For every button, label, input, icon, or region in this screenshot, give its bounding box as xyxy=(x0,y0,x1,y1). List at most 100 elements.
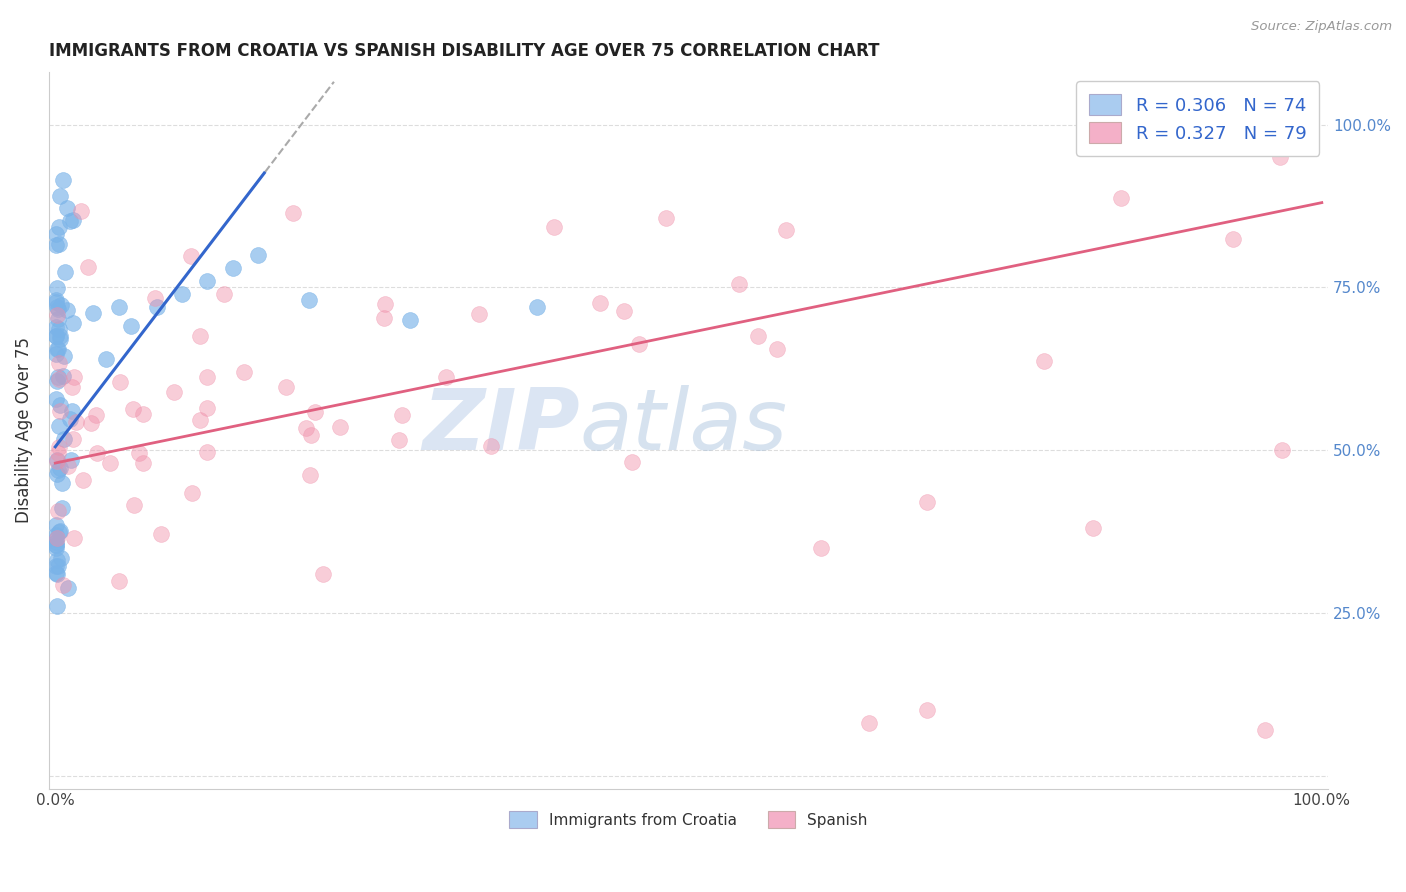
Point xyxy=(52,432,75,446)
Point xyxy=(49,298,72,312)
Point xyxy=(48,237,70,252)
Point xyxy=(1126,130,1149,145)
Point xyxy=(45,227,67,241)
Point xyxy=(48,525,70,540)
Point xyxy=(297,293,319,308)
Point xyxy=(1109,191,1132,205)
Point xyxy=(49,550,72,565)
Point xyxy=(621,455,644,469)
Point xyxy=(45,538,67,552)
Point xyxy=(120,319,142,334)
Point xyxy=(45,280,67,294)
Point xyxy=(45,320,67,334)
Point xyxy=(62,316,84,330)
Point xyxy=(45,541,67,556)
Point xyxy=(232,365,254,379)
Point xyxy=(655,211,678,226)
Point xyxy=(45,342,67,356)
Point xyxy=(479,438,502,452)
Point xyxy=(52,173,75,187)
Point xyxy=(373,311,395,326)
Point xyxy=(46,552,69,566)
Point xyxy=(1222,232,1244,246)
Point xyxy=(53,349,76,363)
Point xyxy=(45,566,67,581)
Point xyxy=(76,260,98,275)
Point xyxy=(45,528,67,542)
Point xyxy=(915,703,938,717)
Point xyxy=(163,384,186,399)
Point xyxy=(246,248,269,262)
Point xyxy=(60,403,83,417)
Point xyxy=(627,336,650,351)
Point xyxy=(56,459,79,474)
Point xyxy=(45,329,67,343)
Point xyxy=(49,524,72,539)
Point xyxy=(1254,723,1277,737)
Point xyxy=(1271,442,1294,457)
Point xyxy=(58,213,80,227)
Point xyxy=(48,356,70,370)
Point xyxy=(915,495,938,509)
Point xyxy=(49,189,72,203)
Point xyxy=(80,416,103,430)
Point xyxy=(107,574,129,588)
Point xyxy=(374,297,396,311)
Point xyxy=(45,309,67,323)
Point xyxy=(45,566,67,580)
Point xyxy=(132,456,155,470)
Point xyxy=(62,212,84,227)
Point xyxy=(48,372,70,386)
Point xyxy=(467,307,489,321)
Point xyxy=(312,566,335,581)
Point xyxy=(107,300,129,314)
Point xyxy=(72,473,94,487)
Point xyxy=(1081,521,1104,535)
Point xyxy=(46,599,69,613)
Point xyxy=(775,223,797,237)
Point xyxy=(98,456,121,470)
Point xyxy=(58,582,80,596)
Point xyxy=(526,300,548,314)
Point xyxy=(48,440,70,454)
Point xyxy=(52,578,75,592)
Point xyxy=(48,322,70,336)
Point xyxy=(45,538,67,552)
Point xyxy=(59,412,82,426)
Point xyxy=(45,294,67,309)
Point xyxy=(49,329,72,343)
Point xyxy=(387,434,409,448)
Point xyxy=(46,369,69,384)
Point xyxy=(143,291,166,305)
Point xyxy=(55,201,77,215)
Point xyxy=(329,419,352,434)
Point xyxy=(46,374,69,388)
Point xyxy=(51,476,73,491)
Point xyxy=(121,402,143,417)
Point xyxy=(399,313,422,327)
Point xyxy=(56,302,79,317)
Point xyxy=(747,328,769,343)
Point xyxy=(45,392,67,406)
Point xyxy=(149,527,172,541)
Point xyxy=(45,238,67,252)
Point xyxy=(46,463,69,477)
Point xyxy=(46,312,69,326)
Text: IMMIGRANTS FROM CROATIA VS SPANISH DISABILITY AGE OVER 75 CORRELATION CHART: IMMIGRANTS FROM CROATIA VS SPANISH DISAB… xyxy=(49,42,880,60)
Y-axis label: Disability Age Over 75: Disability Age Over 75 xyxy=(15,337,32,524)
Point xyxy=(128,446,150,460)
Point xyxy=(48,446,70,460)
Point xyxy=(45,518,67,533)
Point xyxy=(299,428,322,442)
Point xyxy=(45,532,67,546)
Point xyxy=(46,467,69,481)
Point xyxy=(82,306,104,320)
Point xyxy=(108,376,131,390)
Point xyxy=(858,716,880,731)
Point xyxy=(1270,150,1292,164)
Point xyxy=(122,499,145,513)
Point xyxy=(45,454,67,468)
Point xyxy=(180,249,202,263)
Point xyxy=(52,369,75,384)
Point xyxy=(46,453,69,467)
